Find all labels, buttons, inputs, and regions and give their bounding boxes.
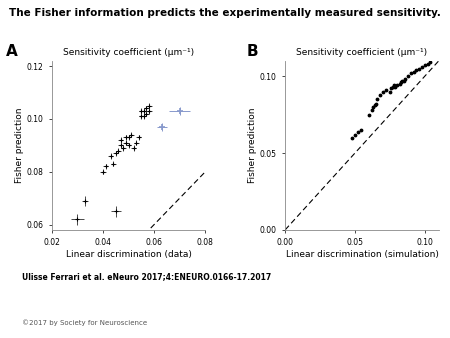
- Text: A: A: [6, 44, 18, 59]
- Title: Sensitivity coefficient (μm⁻¹): Sensitivity coefficient (μm⁻¹): [297, 48, 428, 57]
- Text: Ulisse Ferrari et al. eNeuro 2017;4:ENEURO.0166-17.2017: Ulisse Ferrari et al. eNeuro 2017;4:ENEU…: [22, 272, 272, 281]
- Text: B: B: [247, 44, 258, 59]
- X-axis label: Linear discrimination (simulation): Linear discrimination (simulation): [286, 250, 438, 259]
- Text: The Fisher information predicts the experimentally measured sensitivity.: The Fisher information predicts the expe…: [9, 8, 441, 19]
- Y-axis label: Fisher prediction: Fisher prediction: [15, 107, 24, 183]
- X-axis label: Linear discrimination (data): Linear discrimination (data): [66, 250, 191, 259]
- Title: Sensitivity coefficient (μm⁻¹): Sensitivity coefficient (μm⁻¹): [63, 48, 194, 57]
- Text: ©2017 by Society for Neuroscience: ©2017 by Society for Neuroscience: [22, 319, 148, 326]
- Y-axis label: Fisher prediction: Fisher prediction: [248, 107, 257, 183]
